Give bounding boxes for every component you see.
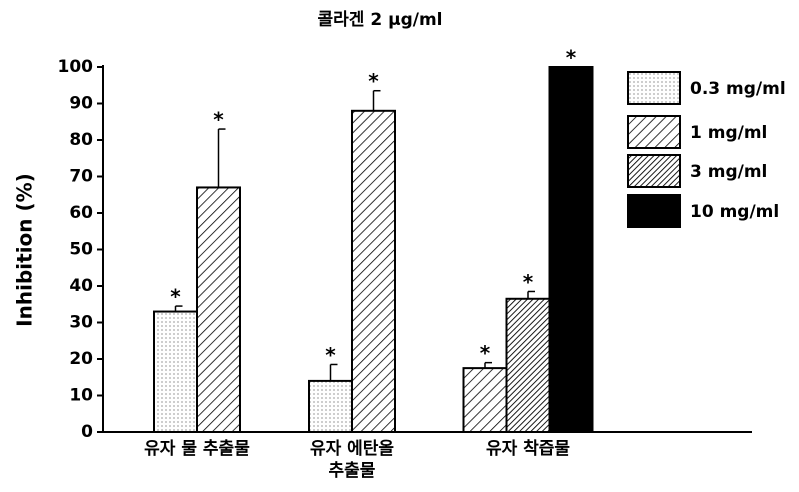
value-label: * [480, 341, 491, 365]
y-tick-label: 10 [69, 386, 93, 406]
legend-swatch [627, 71, 681, 105]
y-tick-label: 40 [69, 276, 93, 296]
value-label: * [523, 270, 534, 294]
bar [462, 367, 508, 433]
x-tick-label: 유자 착즙물 [485, 439, 571, 459]
y-tick-label: 80 [69, 130, 93, 150]
value-label: * [170, 285, 181, 309]
bar [308, 379, 353, 433]
bar [196, 186, 241, 433]
value-label: * [368, 69, 379, 93]
legend-swatch [627, 115, 681, 149]
legend-label: 0.3 mg/ml [690, 79, 786, 99]
bar [153, 310, 198, 433]
x-tick-label: 유자 에탄올 추출물 [309, 439, 395, 481]
y-tick-label: 60 [69, 203, 93, 223]
y-tick-label: 50 [69, 240, 93, 260]
chart-title: 콜라겐 2 μg/ml [317, 10, 442, 30]
y-tick-label: 30 [69, 313, 93, 333]
y-axis-label: Inhibition (%) [13, 173, 37, 327]
value-label: * [325, 343, 336, 367]
y-tick-label: 20 [69, 349, 93, 369]
legend-label: 1 mg/ml [690, 123, 767, 143]
y-tick-label: 90 [69, 94, 93, 114]
value-label: * [566, 46, 577, 70]
bar [351, 109, 396, 434]
y-tick-label: 100 [58, 57, 94, 77]
bar [505, 297, 551, 433]
y-tick-label: 70 [69, 167, 93, 187]
legend-label: 3 mg/ml [690, 162, 767, 182]
y-tick-label: 0 [81, 422, 93, 442]
value-label: * [213, 108, 224, 132]
bar [548, 66, 594, 433]
legend-swatch [627, 154, 681, 188]
legend-swatch [627, 194, 681, 228]
x-tick-label: 유자 물 추출물 [144, 439, 250, 459]
legend-label: 10 mg/ml [690, 202, 779, 222]
